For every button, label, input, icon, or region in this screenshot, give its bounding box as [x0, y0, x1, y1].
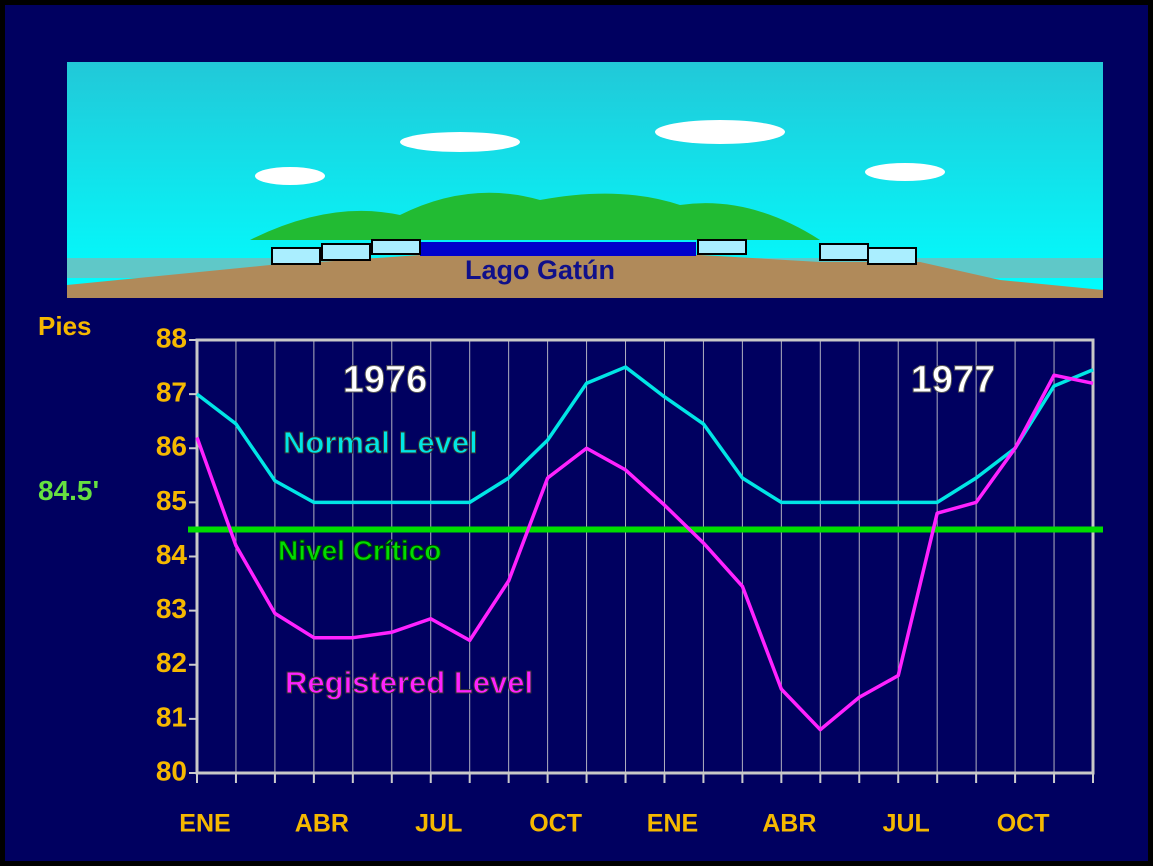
lake — [420, 242, 696, 256]
x-tick-label: OCT — [529, 810, 582, 838]
y-tick-label: 88 — [156, 322, 187, 353]
y-tick-label: 86 — [156, 431, 187, 462]
x-tick-label: JUL — [883, 810, 930, 838]
series-label: Registered Level — [285, 665, 533, 700]
illustration: Lago Gatún — [67, 62, 1103, 298]
x-tick-label: ENE — [179, 810, 230, 838]
slide: Lago Gatún ENE ABR JUL OCT ENE ABR JUL OCT 80 81 8… — [0, 0, 1153, 866]
illustration-label: Lago Gatún — [465, 255, 615, 285]
y-tick-label: 84 — [156, 539, 188, 570]
reference-name: Nivel Crítico — [278, 535, 441, 566]
y-tick-label: 82 — [156, 647, 187, 678]
y-tick-label: 80 — [156, 755, 187, 786]
x-tick-label: ABR — [295, 810, 349, 838]
x-tick-label: ABR — [762, 810, 816, 838]
y-tick-label: 87 — [156, 377, 187, 408]
year-label: 1976 — [343, 359, 428, 401]
year-label: 1977 — [911, 359, 996, 401]
y-tick-label: 83 — [156, 593, 187, 624]
x-tick-label: JUL — [415, 810, 462, 838]
series-label: Normal Level — [283, 425, 478, 460]
reference-label: 84.5' — [38, 475, 99, 506]
y-tick-label: 85 — [156, 485, 187, 516]
x-tick-label: ENE — [647, 810, 698, 838]
y-axis-label: Pies — [38, 311, 92, 341]
y-tick-label: 81 — [156, 701, 187, 732]
x-tick-label: OCT — [997, 810, 1050, 838]
